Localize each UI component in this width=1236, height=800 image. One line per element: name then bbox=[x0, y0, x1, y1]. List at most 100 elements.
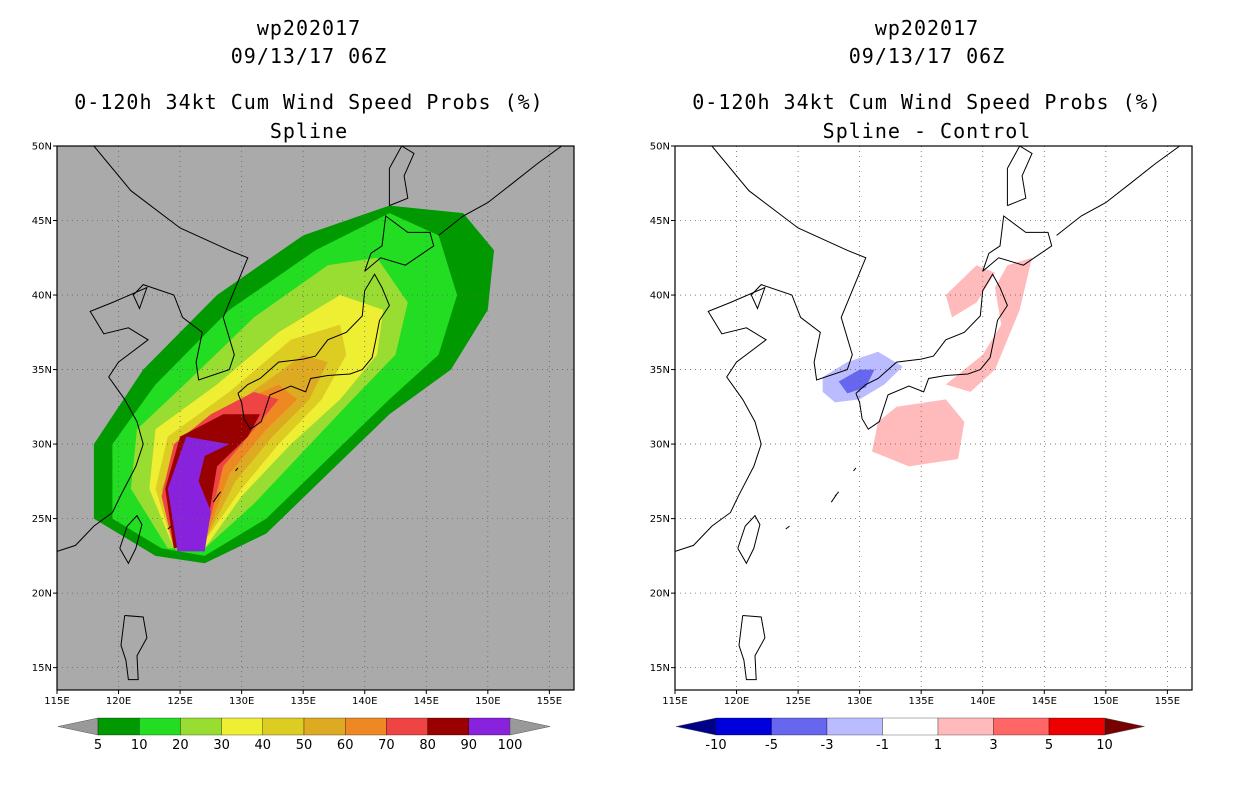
coastline-4 bbox=[119, 514, 143, 565]
y-tick-label: 30N bbox=[32, 440, 52, 451]
colorbar-segment bbox=[715, 717, 772, 736]
left-title-product: 0-120h 34kt Cum Wind Speed Probs (%) bbox=[74, 90, 544, 114]
colorbar-segment bbox=[180, 717, 222, 736]
colorbar-label: 50 bbox=[296, 738, 313, 753]
map-layer bbox=[675, 146, 1192, 690]
coastline-1 bbox=[855, 273, 1008, 430]
x-tick-label: 125E bbox=[167, 696, 192, 707]
colorbar-label: -5 bbox=[765, 738, 778, 753]
colorbar-segment bbox=[937, 717, 994, 736]
y-tick-label: 15N bbox=[32, 663, 52, 674]
x-tick-label: 120E bbox=[106, 696, 131, 707]
contour-level-1-1 bbox=[945, 257, 1032, 392]
colorbar-label: 30 bbox=[213, 738, 230, 753]
right-title-product: 0-120h 34kt Cum Wind Speed Probs (%) bbox=[692, 90, 1162, 114]
map-frame bbox=[56, 145, 575, 691]
left-title-storm-id: wp202017 bbox=[256, 16, 362, 40]
x-tick-label: 145E bbox=[1032, 696, 1057, 707]
colorbar-arrow-right bbox=[509, 717, 551, 736]
colorbar-segment bbox=[1048, 717, 1105, 736]
contour-level-90-9 bbox=[167, 436, 230, 552]
coastline-1 bbox=[237, 273, 390, 430]
colorbar-segment bbox=[826, 717, 883, 736]
coastline-2 bbox=[982, 215, 1053, 272]
coastline-0 bbox=[57, 146, 249, 552]
right-title-datetime: 09/13/17 06Z bbox=[848, 44, 1006, 68]
coastline-5 bbox=[120, 615, 148, 681]
coastline-5 bbox=[738, 615, 766, 681]
colorbar-label: 70 bbox=[378, 738, 395, 753]
x-tick-label: 115E bbox=[662, 696, 687, 707]
x-tick-label: 135E bbox=[290, 696, 315, 707]
coastline-8 bbox=[212, 494, 219, 503]
coastline-3 bbox=[388, 146, 415, 207]
colorbar-segment bbox=[427, 717, 469, 736]
right-title-storm-id: wp202017 bbox=[874, 16, 980, 40]
colorbar-label: -1 bbox=[876, 738, 889, 753]
coastline-6 bbox=[1056, 146, 1180, 236]
x-tick-label: 130E bbox=[847, 696, 872, 707]
coastline-10 bbox=[235, 467, 239, 472]
coastline-9 bbox=[167, 525, 172, 530]
x-tick-label: 140E bbox=[352, 696, 377, 707]
x-tick-label: 155E bbox=[1155, 696, 1180, 707]
y-tick-label: 25N bbox=[650, 514, 670, 525]
y-tick-label: 50N bbox=[650, 142, 670, 153]
colorbar: 5 10 20 30 40 50 60 70 80 90 100 bbox=[57, 717, 551, 753]
coastline-2 bbox=[364, 215, 435, 272]
colorbar-segment bbox=[882, 717, 939, 736]
colorbar-arrow-left bbox=[57, 717, 99, 736]
colorbar-segment bbox=[771, 717, 828, 736]
coastline-4 bbox=[737, 514, 761, 565]
x-tick-label: 130E bbox=[229, 696, 254, 707]
colorbar-segment bbox=[303, 717, 346, 736]
colorbar-label: 5 bbox=[94, 738, 102, 753]
colorbar-segment bbox=[262, 717, 305, 736]
y-tick-label: 15N bbox=[650, 663, 670, 674]
right-chart-svg: 115E 120E 125E 130E 135E 140E 145E 150E 155E 15N 2… bbox=[650, 142, 1193, 753]
colorbar: -10 -5 -3 -1 1 3 5 10 bbox=[675, 717, 1145, 753]
map-frame bbox=[674, 145, 1193, 691]
right-panel: wp202017 09/13/17 06Z 0-120h 34kt Cum Wi… bbox=[618, 0, 1236, 800]
colorbar-arrow-left bbox=[675, 717, 717, 736]
contour-level-1-0 bbox=[872, 399, 965, 467]
colorbar-segment bbox=[97, 717, 140, 736]
x-tick-label: 140E bbox=[970, 696, 995, 707]
y-tick-label: 20N bbox=[32, 589, 52, 600]
contour-level-1-2 bbox=[945, 265, 995, 318]
y-tick-label: 30N bbox=[650, 440, 670, 451]
colorbar-label: 20 bbox=[172, 738, 189, 753]
colorbar-segment bbox=[386, 717, 428, 736]
colorbar-label: -3 bbox=[821, 738, 834, 753]
x-tick-label: 155E bbox=[537, 696, 562, 707]
y-tick-label: 20N bbox=[650, 589, 670, 600]
colorbar-segment bbox=[139, 717, 181, 736]
colorbar-label: 10 bbox=[1096, 738, 1113, 753]
colorbar-label: 60 bbox=[337, 738, 354, 753]
y-tick-label: 25N bbox=[32, 514, 52, 525]
left-panel: wp202017 09/13/17 06Z 0-120h 34kt Cum Wi… bbox=[32, 16, 575, 753]
y-tick-label: 40N bbox=[32, 291, 52, 302]
colorbar-label: 1 bbox=[934, 738, 942, 753]
colorbar-label: -10 bbox=[705, 738, 726, 753]
coastline-0 bbox=[675, 146, 867, 552]
left-title-datetime: 09/13/17 06Z bbox=[230, 44, 388, 68]
colorbar-label: 40 bbox=[255, 738, 272, 753]
coastline-6 bbox=[438, 146, 562, 236]
x-tick-label: 125E bbox=[785, 696, 810, 707]
colorbar-label: 100 bbox=[498, 738, 523, 753]
contour-level-minus3-4 bbox=[838, 369, 875, 394]
y-tick-label: 35N bbox=[650, 365, 670, 376]
colorbar-label: 90 bbox=[461, 738, 478, 753]
x-tick-label: 150E bbox=[475, 696, 500, 707]
left-chart-svg: 115E 120E 125E 130E 135E 140E 145E 150E 155E 15N 2… bbox=[32, 142, 575, 753]
colorbar-arrow-right bbox=[1104, 717, 1145, 736]
coastline-3 bbox=[1006, 146, 1033, 207]
y-tick-label: 50N bbox=[32, 142, 52, 153]
colorbar-label: 80 bbox=[419, 738, 436, 753]
colorbar-segment bbox=[468, 717, 511, 736]
colorbar-segment bbox=[221, 717, 263, 736]
x-tick-label: 150E bbox=[1093, 696, 1118, 707]
map-layer bbox=[57, 146, 574, 690]
x-tick-label: 135E bbox=[908, 696, 933, 707]
